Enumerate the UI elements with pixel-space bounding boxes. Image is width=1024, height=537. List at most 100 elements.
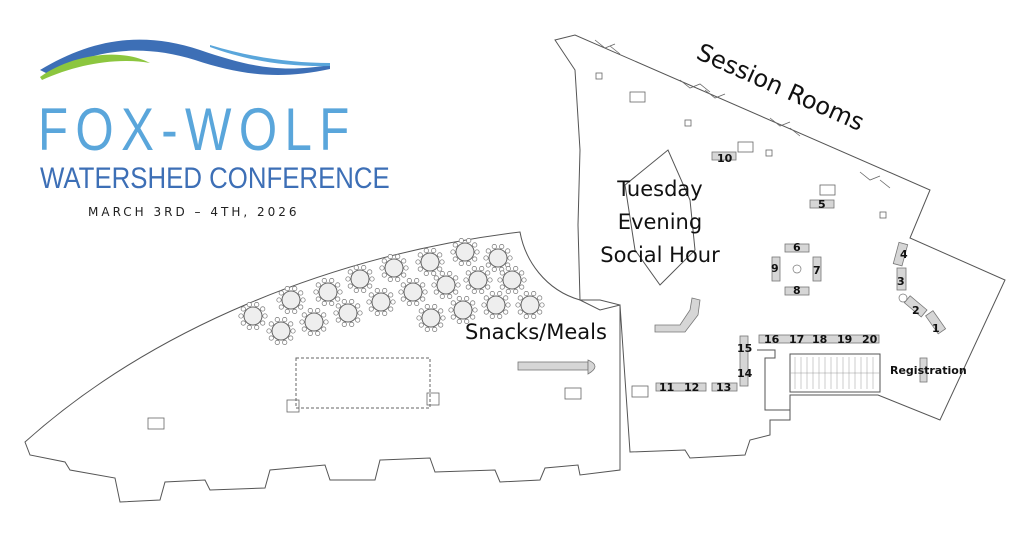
booth-3[interactable]: 3	[897, 275, 905, 288]
chair	[423, 270, 429, 276]
booth-16[interactable]: 16	[764, 333, 780, 346]
chair	[268, 335, 274, 341]
social-hour-label-line2[interactable]: Evening	[618, 210, 702, 234]
chair	[414, 300, 420, 306]
chair	[423, 248, 429, 254]
snacks-meals-label[interactable]: Snacks/Meals	[465, 320, 607, 344]
chair	[487, 277, 493, 283]
chair	[298, 290, 304, 296]
social-hour-label-line1[interactable]: Tuesday	[616, 177, 702, 201]
booth-15[interactable]: 15	[737, 342, 752, 355]
booth-19[interactable]: 19	[837, 333, 852, 346]
chair	[517, 295, 523, 301]
booth-8[interactable]: 8	[793, 284, 801, 297]
chair	[450, 300, 456, 306]
social-hour-label-line3[interactable]: Social Hour	[600, 243, 720, 267]
chair	[531, 313, 537, 319]
chair	[497, 291, 503, 297]
chair	[284, 308, 290, 314]
chair	[274, 339, 280, 345]
chair	[313, 289, 319, 295]
chair	[333, 310, 339, 316]
chair	[491, 244, 497, 250]
chair	[315, 308, 321, 314]
chair	[489, 291, 495, 297]
chair	[465, 270, 471, 276]
session-rooms-label[interactable]: Session Rooms	[693, 38, 869, 137]
chair	[472, 242, 478, 248]
chair	[437, 266, 443, 272]
chair	[521, 277, 527, 283]
booth-20[interactable]: 20	[862, 333, 878, 346]
wave-logo-icon	[40, 39, 330, 80]
chair	[470, 314, 476, 320]
booth-17[interactable]: 17	[789, 333, 804, 346]
chair	[431, 282, 437, 288]
booth-18[interactable]: 18	[812, 333, 827, 346]
chair	[274, 317, 280, 323]
booth-6[interactable]: 6	[793, 241, 801, 254]
chair	[395, 254, 401, 260]
chair	[417, 266, 423, 272]
chair	[453, 275, 459, 281]
chair	[433, 275, 439, 281]
chair	[403, 265, 409, 271]
chair	[437, 252, 443, 258]
chair	[398, 289, 404, 295]
chair	[366, 299, 372, 305]
chair	[387, 276, 393, 282]
booth-10[interactable]: 10	[717, 152, 733, 165]
chair	[315, 330, 321, 336]
chair	[254, 324, 260, 330]
booth-1[interactable]: 1	[932, 322, 940, 335]
booth-13[interactable]: 13	[716, 381, 731, 394]
round-table	[502, 270, 522, 290]
session-room-doors	[594, 39, 891, 189]
chair	[519, 284, 525, 290]
chair	[341, 321, 347, 327]
chair	[292, 286, 298, 292]
chair	[503, 295, 509, 301]
chair	[282, 339, 288, 345]
chair	[505, 248, 511, 254]
chair	[315, 282, 321, 288]
booth-12[interactable]: 12	[684, 381, 699, 394]
booth-9[interactable]: 9	[771, 262, 779, 275]
booths	[655, 151, 947, 392]
chair	[523, 313, 529, 319]
main-hall-outline	[554, 34, 1006, 459]
chair	[268, 321, 274, 327]
booth-7[interactable]: 7	[813, 264, 821, 277]
chair	[246, 324, 252, 330]
chair	[240, 306, 246, 312]
chair	[505, 302, 511, 308]
round-table	[243, 306, 263, 326]
chair	[262, 313, 268, 319]
booth-5[interactable]: 5	[818, 198, 826, 211]
chair	[238, 313, 244, 319]
chair	[515, 302, 521, 308]
chair	[347, 269, 353, 275]
chair	[329, 300, 335, 306]
booth-11[interactable]: 11	[659, 381, 674, 394]
chair	[357, 310, 363, 316]
chair	[335, 303, 341, 309]
chair	[523, 291, 529, 297]
chair	[335, 282, 341, 288]
booth-2[interactable]: 2	[912, 304, 920, 317]
chair	[420, 296, 426, 302]
registration-label[interactable]: Registration	[890, 364, 967, 377]
chair	[439, 259, 445, 265]
chair	[415, 259, 421, 265]
chair	[321, 300, 327, 306]
chair	[301, 326, 307, 332]
chair	[431, 248, 437, 254]
chair	[519, 270, 525, 276]
chair	[341, 299, 347, 305]
chair	[406, 278, 412, 284]
chair	[361, 265, 367, 271]
booth-4[interactable]: 4	[900, 248, 908, 261]
chair	[499, 284, 505, 290]
booth-14[interactable]: 14	[737, 367, 753, 380]
chair	[288, 321, 294, 327]
